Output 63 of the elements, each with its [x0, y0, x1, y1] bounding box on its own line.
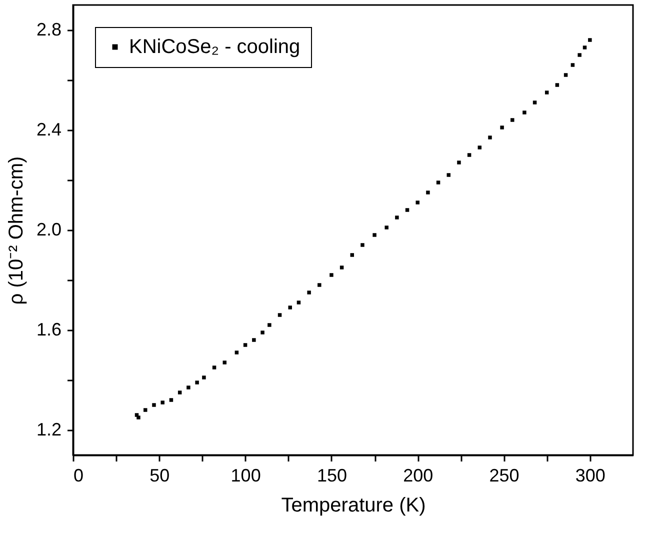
y-tick-label: 1.6: [36, 320, 62, 340]
point: [405, 208, 410, 212]
point: [360, 243, 364, 247]
point: [544, 90, 549, 94]
point: [384, 226, 388, 230]
legend-label: KNiCoSe₂ - cooling: [129, 36, 300, 58]
point: [570, 63, 575, 67]
point: [467, 153, 472, 157]
point: [478, 146, 482, 150]
point: [510, 118, 514, 122]
point: [582, 46, 587, 50]
y-tick-label: 2.4: [36, 120, 62, 140]
point: [457, 160, 461, 164]
point: [426, 190, 430, 194]
x-tick-label: 300: [575, 466, 606, 486]
point: [564, 73, 568, 77]
x-tick-label: 200: [403, 466, 434, 486]
point: [212, 366, 216, 370]
x-tick-label: 100: [230, 466, 261, 486]
point: [260, 330, 264, 334]
point: [202, 376, 206, 380]
point: [340, 266, 344, 270]
x-tick-label: 0: [74, 466, 84, 486]
point: [555, 83, 560, 87]
point: [588, 38, 592, 42]
point: [372, 233, 376, 237]
point: [234, 350, 239, 354]
point: [578, 53, 582, 57]
point: [178, 390, 182, 394]
point: [222, 360, 226, 364]
y-axis-title: ρ (10⁻² Ohm-cm): [5, 156, 28, 305]
y-tick-label: 2.8: [36, 20, 62, 40]
point: [532, 100, 537, 104]
point: [152, 403, 156, 407]
point: [243, 343, 248, 347]
point: [318, 283, 322, 287]
x-tick-label: 50: [150, 466, 170, 486]
point: [307, 290, 311, 294]
point: [395, 216, 399, 220]
x-tick-label: 150: [316, 466, 347, 486]
point: [278, 313, 282, 317]
point: [350, 253, 354, 257]
point: [436, 180, 440, 184]
point: [522, 110, 526, 114]
point: [252, 338, 256, 342]
y-tick-label: 1.2: [36, 420, 62, 440]
point: [160, 400, 164, 404]
point: [500, 126, 504, 130]
point: [169, 398, 174, 402]
point: [296, 300, 301, 304]
point: [288, 306, 292, 310]
x-tick-label: 250: [489, 466, 520, 486]
point: [136, 416, 140, 420]
point: [186, 386, 190, 390]
point: [446, 173, 450, 177]
x-axis-title: Temperature (K): [281, 494, 426, 516]
point: [195, 380, 199, 384]
y-tick-label: 2.0: [36, 220, 62, 240]
point: [488, 136, 492, 140]
point: [268, 323, 272, 327]
point: [416, 200, 420, 204]
point: [330, 273, 334, 277]
point: [144, 408, 148, 412]
